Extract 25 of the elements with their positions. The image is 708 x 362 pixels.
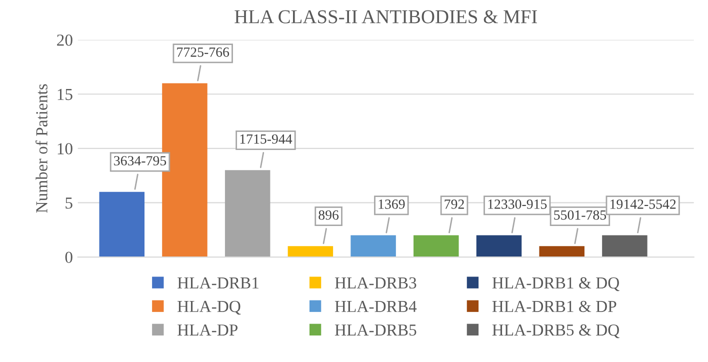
annotation: 3634-795 <box>114 156 166 166</box>
legend-label: HLA-DRB5 <box>334 324 416 336</box>
y-tick-label: 5 <box>66 198 72 209</box>
y-axis-title: Number of Patients <box>36 84 48 213</box>
annotation: 896 <box>318 210 339 220</box>
y-tick-label: 10 <box>58 143 72 154</box>
legend-label: HLA-DRB5 & DQ <box>492 324 620 338</box>
annotation: 1369 <box>378 200 405 209</box>
y-tick-label: 20 <box>57 34 72 46</box>
legend-label: HLA-DRB3 <box>334 277 416 289</box>
legend-label: HLA-DRB1 & DP <box>492 300 616 312</box>
annotation: 19142-5542 <box>610 200 676 209</box>
y-tick-label: 15 <box>58 88 72 100</box>
annotation: 1715-944 <box>240 134 292 144</box>
annotation: 792 <box>444 200 464 209</box>
annotation: 12330-915 <box>488 199 547 209</box>
legend-label: HLA-DRB1 <box>178 277 258 288</box>
chart-title: HLA CLASS-II ANTIBODIES & MFI <box>234 10 537 24</box>
legend-label: HLA-DRB4 <box>334 300 417 312</box>
annotation: 7725-766 <box>177 47 230 57</box>
annotation: 5501-785 <box>554 210 606 220</box>
y-tick-label: 0 <box>65 252 72 263</box>
legend-label: HLA-DRB1 & DQ <box>492 277 620 292</box>
legend-label: HLA-DQ <box>178 300 241 315</box>
legend-label: HLA-DP <box>178 324 238 336</box>
